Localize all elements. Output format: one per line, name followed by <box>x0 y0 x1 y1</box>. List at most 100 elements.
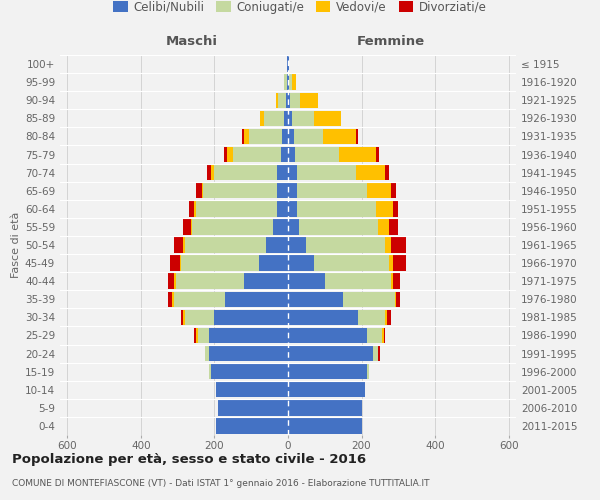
Bar <box>339 147 376 162</box>
Bar <box>288 346 373 362</box>
Text: COMUNE DI MONTEFIASCONE (VT) - Dati ISTAT 1° gennaio 2016 - Elaborazione TUTTITA: COMUNE DI MONTEFIASCONE (VT) - Dati ISTA… <box>12 479 430 488</box>
Bar <box>391 274 393 289</box>
Bar <box>283 128 288 144</box>
Bar <box>395 292 397 307</box>
Bar <box>169 274 174 289</box>
Bar <box>183 310 185 325</box>
Bar <box>356 128 358 144</box>
Bar <box>393 274 400 289</box>
Bar <box>376 147 379 162</box>
Bar <box>323 128 356 144</box>
Bar <box>183 219 191 234</box>
Bar <box>397 292 400 307</box>
Bar <box>277 183 288 198</box>
Bar <box>181 310 183 325</box>
Bar <box>205 346 209 362</box>
Bar <box>287 56 288 72</box>
Bar <box>391 183 397 198</box>
Bar <box>387 310 391 325</box>
Bar <box>196 201 277 216</box>
Bar <box>202 183 203 198</box>
Bar <box>288 274 325 289</box>
Bar <box>288 328 367 343</box>
Bar <box>383 328 385 343</box>
Bar <box>277 201 288 216</box>
Bar <box>389 256 393 271</box>
Bar <box>266 238 288 252</box>
Bar <box>176 274 244 289</box>
Bar <box>373 346 378 362</box>
Bar <box>244 274 288 289</box>
Bar <box>376 201 393 216</box>
Legend: Celibi/Nubili, Coniugati/e, Vedovi/e, Divorziati/e: Celibi/Nubili, Coniugati/e, Vedovi/e, Di… <box>109 0 491 18</box>
Bar <box>393 256 406 271</box>
Bar <box>314 256 389 271</box>
Bar <box>289 74 292 90</box>
Bar <box>382 328 383 343</box>
Bar <box>218 400 288 415</box>
Bar <box>194 328 196 343</box>
Bar <box>307 238 385 252</box>
Bar <box>367 328 382 343</box>
Bar <box>174 292 226 307</box>
Bar <box>209 346 288 362</box>
Y-axis label: Fasce di età: Fasce di età <box>11 212 21 278</box>
Bar <box>276 92 278 108</box>
Bar <box>356 165 385 180</box>
Bar <box>242 128 244 144</box>
Bar <box>209 328 288 343</box>
Bar <box>292 110 314 126</box>
Bar <box>385 238 391 252</box>
Bar <box>292 74 296 90</box>
Bar <box>288 400 362 415</box>
Bar <box>196 328 198 343</box>
Bar <box>391 238 406 252</box>
Bar <box>214 310 288 325</box>
Y-axis label: Anni di nascita: Anni di nascita <box>597 204 600 286</box>
Bar <box>290 92 300 108</box>
Bar <box>281 147 288 162</box>
Bar <box>288 418 362 434</box>
Bar <box>300 92 318 108</box>
Bar <box>179 256 181 271</box>
Bar <box>288 74 289 90</box>
Bar <box>343 292 395 307</box>
Bar <box>288 256 314 271</box>
Bar <box>203 183 277 198</box>
Bar <box>277 165 288 180</box>
Bar <box>284 74 287 90</box>
Text: Femmine: Femmine <box>356 35 425 48</box>
Bar <box>287 74 288 90</box>
Bar <box>288 56 289 72</box>
Bar <box>284 110 288 126</box>
Bar <box>259 256 288 271</box>
Bar <box>325 274 391 289</box>
Bar <box>264 110 284 126</box>
Bar <box>224 147 227 162</box>
Bar <box>385 165 389 180</box>
Bar <box>288 128 293 144</box>
Bar <box>174 238 183 252</box>
Bar <box>288 110 292 126</box>
Bar <box>193 219 273 234</box>
Bar <box>250 128 283 144</box>
Bar <box>273 219 288 234</box>
Bar <box>297 201 376 216</box>
Text: Popolazione per età, sesso e stato civile - 2016: Popolazione per età, sesso e stato civil… <box>12 452 366 466</box>
Bar <box>214 165 277 180</box>
Bar <box>378 346 380 362</box>
Bar <box>288 92 290 108</box>
Bar <box>278 92 286 108</box>
Bar <box>170 256 179 271</box>
Bar <box>260 110 264 126</box>
Bar <box>295 147 339 162</box>
Bar <box>367 364 369 380</box>
Bar <box>297 183 367 198</box>
Bar <box>185 238 266 252</box>
Bar <box>385 310 387 325</box>
Bar <box>189 201 194 216</box>
Bar <box>299 219 378 234</box>
Bar <box>286 92 288 108</box>
Bar <box>196 183 202 198</box>
Bar <box>169 292 172 307</box>
